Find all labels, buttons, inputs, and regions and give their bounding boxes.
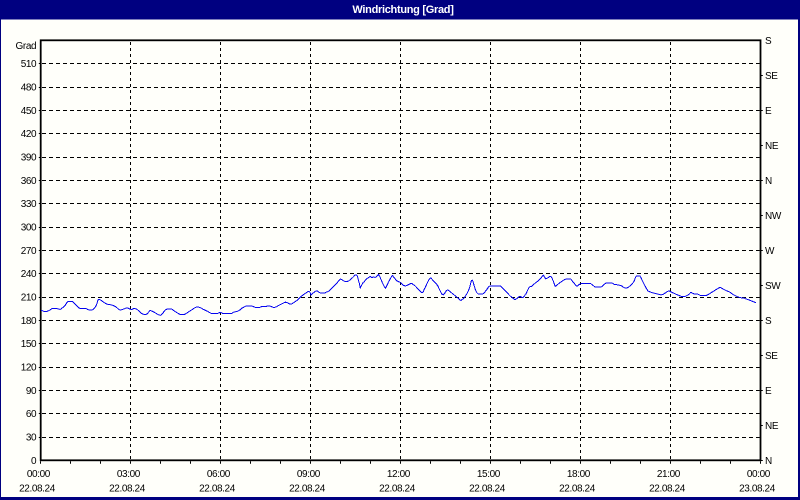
svg-text:60: 60	[26, 409, 37, 420]
svg-text:SW: SW	[765, 281, 781, 292]
svg-text:390: 390	[21, 153, 37, 164]
svg-text:Windrichtung [Grad]: Windrichtung [Grad]	[352, 4, 454, 16]
svg-text:450: 450	[21, 106, 37, 117]
svg-text:S: S	[765, 36, 772, 47]
svg-text:90: 90	[26, 386, 37, 397]
svg-text:360: 360	[21, 176, 37, 187]
svg-text:W: W	[765, 246, 775, 257]
svg-text:22.08.24: 22.08.24	[379, 484, 416, 495]
svg-text:300: 300	[21, 223, 37, 234]
svg-text:E: E	[765, 386, 772, 397]
svg-text:270: 270	[21, 246, 37, 257]
svg-text:30: 30	[26, 433, 37, 444]
svg-text:22.08.24: 22.08.24	[19, 484, 56, 495]
svg-text:00:00: 00:00	[747, 469, 771, 480]
svg-text:S: S	[765, 316, 772, 327]
svg-text:22.08.24: 22.08.24	[559, 484, 596, 495]
svg-text:23.08.24: 23.08.24	[739, 484, 776, 495]
svg-text:180: 180	[21, 316, 37, 327]
svg-text:Grad: Grad	[16, 41, 37, 52]
svg-text:00:00: 00:00	[27, 469, 51, 480]
svg-text:480: 480	[21, 83, 37, 94]
svg-text:15:00: 15:00	[477, 469, 501, 480]
svg-text:NE: NE	[765, 421, 779, 432]
svg-text:210: 210	[21, 293, 37, 304]
svg-text:N: N	[765, 456, 772, 467]
svg-text:E: E	[765, 106, 772, 117]
svg-text:NE: NE	[765, 141, 779, 152]
svg-text:06:00: 06:00	[207, 469, 231, 480]
svg-text:SE: SE	[765, 351, 778, 362]
svg-text:22.08.24: 22.08.24	[649, 484, 686, 495]
svg-text:420: 420	[21, 129, 37, 140]
svg-text:22.08.24: 22.08.24	[289, 484, 326, 495]
svg-text:510: 510	[21, 59, 37, 70]
svg-text:22.08.24: 22.08.24	[109, 484, 146, 495]
svg-text:120: 120	[21, 363, 37, 374]
svg-text:240: 240	[21, 269, 37, 280]
svg-text:03:00: 03:00	[117, 469, 141, 480]
svg-text:0: 0	[31, 456, 37, 467]
svg-text:SE: SE	[765, 71, 778, 82]
svg-text:22.08.24: 22.08.24	[469, 484, 506, 495]
svg-text:09:00: 09:00	[297, 469, 321, 480]
svg-text:22.08.24: 22.08.24	[199, 484, 236, 495]
svg-text:330: 330	[21, 199, 37, 210]
svg-text:18:00: 18:00	[567, 469, 591, 480]
svg-text:150: 150	[21, 339, 37, 350]
svg-text:21:00: 21:00	[657, 469, 681, 480]
svg-text:N: N	[765, 176, 772, 187]
svg-text:12:00: 12:00	[387, 469, 411, 480]
svg-text:NW: NW	[765, 211, 782, 222]
